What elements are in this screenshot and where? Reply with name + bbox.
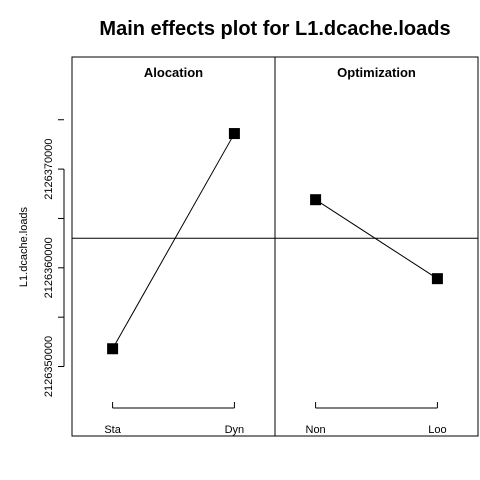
effect-line bbox=[112, 133, 235, 349]
chart-title: Main effects plot for L1.dcache.loads bbox=[99, 18, 450, 40]
y-tick-label: 2126350000 bbox=[43, 336, 55, 397]
x-tick-label: Dyn bbox=[225, 424, 245, 436]
effect-line bbox=[315, 199, 438, 280]
y-axis-label: L1.dcache.loads bbox=[18, 206, 30, 287]
x-tick-label: Loo bbox=[428, 424, 446, 436]
data-point bbox=[107, 343, 119, 355]
x-tick-label: Sta bbox=[104, 424, 121, 436]
data-point bbox=[431, 273, 443, 285]
y-tick-label: 2126360000 bbox=[43, 237, 55, 298]
panel-title: Optimization bbox=[337, 65, 416, 80]
data-point bbox=[310, 194, 322, 206]
data-point bbox=[228, 128, 240, 140]
y-tick-label: 2126370000 bbox=[43, 139, 55, 200]
panel-title: Alocation bbox=[144, 65, 203, 80]
x-tick-label: Non bbox=[306, 424, 326, 436]
